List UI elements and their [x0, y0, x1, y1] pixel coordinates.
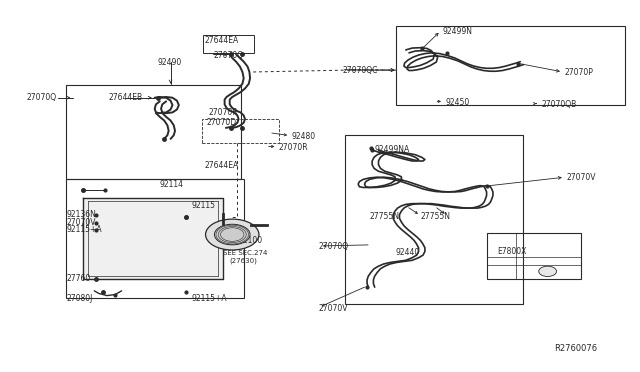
Text: 92499N: 92499N [442, 27, 472, 36]
Text: SEE SEC.274: SEE SEC.274 [223, 250, 268, 256]
Text: 27080J: 27080J [67, 294, 93, 303]
Text: 92115+A: 92115+A [191, 294, 227, 303]
Text: 92490: 92490 [158, 58, 182, 67]
Text: 27755N: 27755N [420, 212, 451, 221]
Text: 92115: 92115 [191, 201, 216, 210]
Circle shape [539, 266, 557, 276]
Text: 27070Q: 27070Q [213, 51, 243, 60]
Text: 92450: 92450 [446, 97, 470, 107]
Polygon shape [83, 198, 223, 279]
Text: 27070P: 27070P [564, 68, 594, 77]
Bar [66, 85, 241, 179]
Bar [66, 179, 244, 298]
Circle shape [214, 224, 250, 245]
Text: 27755N: 27755N [369, 212, 399, 221]
Text: (27630): (27630) [230, 257, 257, 263]
Text: 92136N: 92136N [67, 210, 97, 219]
Bar [396, 26, 625, 105]
Text: R2760076: R2760076 [554, 344, 597, 353]
Text: 27644EA: 27644EA [204, 161, 239, 170]
Bar [346, 135, 524, 304]
Text: 92499NA: 92499NA [374, 145, 410, 154]
Text: 27070Q: 27070Q [26, 93, 56, 102]
Text: 27070R: 27070R [278, 143, 308, 152]
Text: 27070V: 27070V [67, 218, 97, 227]
Text: 27760: 27760 [67, 274, 91, 283]
Text: 27070QB: 27070QB [541, 100, 577, 109]
Text: 27070D: 27070D [207, 118, 237, 127]
Text: 27070QC: 27070QC [342, 65, 378, 75]
Text: 92440: 92440 [395, 248, 419, 257]
Text: 27070V: 27070V [566, 173, 596, 182]
Text: 27070R: 27070R [209, 108, 238, 117]
Text: 27644EB: 27644EB [108, 93, 142, 102]
Text: 92115+A: 92115+A [67, 225, 102, 234]
Bar [486, 233, 580, 279]
Text: 27644EA: 27644EA [204, 36, 239, 45]
Text: 92114: 92114 [160, 180, 184, 189]
Text: 27070V: 27070V [319, 304, 348, 312]
Text: 92480: 92480 [291, 132, 316, 141]
Bar [202, 119, 278, 142]
Text: 92100: 92100 [239, 236, 263, 245]
Circle shape [205, 219, 259, 250]
Bar [203, 35, 254, 53]
Text: E7800X: E7800X [497, 247, 526, 256]
Text: 27070Q: 27070Q [319, 242, 349, 251]
